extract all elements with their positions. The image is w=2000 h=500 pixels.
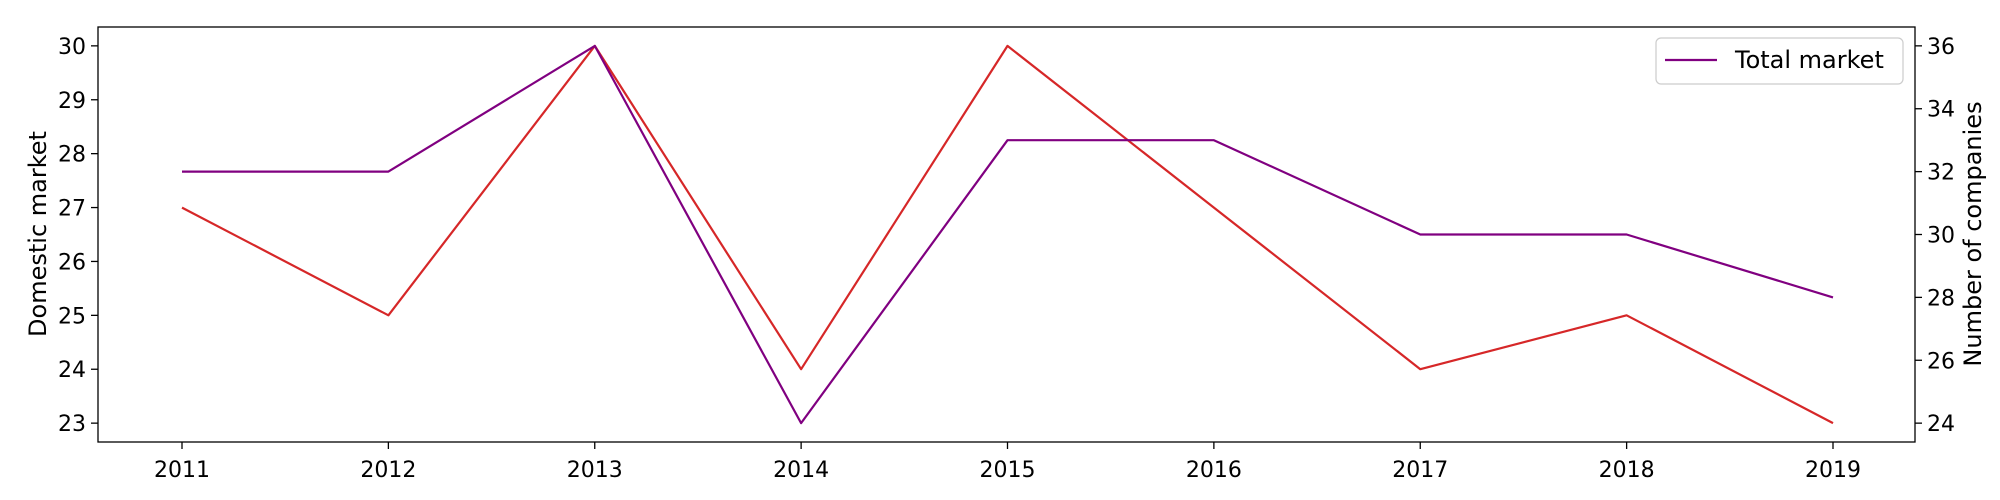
right-y-tick-label: 26 <box>1927 349 1955 374</box>
left-y-tick-label: 27 <box>58 197 86 222</box>
legend-box <box>1655 37 1904 85</box>
left-y-tick-label: 26 <box>58 250 86 275</box>
series-layer <box>181 44 1834 425</box>
x-axis: 2011 2012 2013 2014 2015 2016 2017 2018 2019 <box>154 442 1861 483</box>
right-y-tick-label: 24 <box>1927 412 1955 437</box>
x-tick-label: 2015 <box>980 458 1036 483</box>
left-y-axis: 23 24 25 26 27 28 29 30 <box>58 35 98 437</box>
right-y-tick-label: 32 <box>1927 161 1955 186</box>
right-y-tick-label: 34 <box>1927 98 1955 123</box>
x-tick-label: 2012 <box>360 458 416 483</box>
legend-label-total-market: Total market <box>1734 46 1884 74</box>
right-y-tick-label: 36 <box>1927 35 1955 60</box>
left-y-tick-label: 25 <box>58 304 86 329</box>
x-tick-label: 2019 <box>1805 458 1861 483</box>
plot-frame <box>97 26 1916 443</box>
x-tick-label: 2011 <box>154 458 210 483</box>
right-y-tick-label: 30 <box>1927 224 1955 249</box>
left-y-tick-label: 29 <box>58 89 86 114</box>
x-tick-label: 2018 <box>1599 458 1655 483</box>
x-tick-label: 2013 <box>567 458 623 483</box>
x-tick-label: 2017 <box>1392 458 1448 483</box>
left-y-tick-label: 30 <box>58 35 86 60</box>
legend: Total market <box>1655 37 1904 85</box>
left-y-tick-label: 28 <box>58 143 86 168</box>
left-y-tick-label: 24 <box>58 358 86 383</box>
series-line-domestic-market <box>181 44 1834 425</box>
left-axis-title: Domestic market <box>24 131 52 337</box>
right-axis-title: Number of companies <box>1959 101 1987 366</box>
x-tick-label: 2014 <box>773 458 829 483</box>
left-y-tick-label: 23 <box>58 412 86 437</box>
x-tick-label: 2016 <box>1186 458 1242 483</box>
right-y-tick-label: 28 <box>1927 286 1955 311</box>
series-line-total-market <box>182 44 1834 425</box>
right-y-axis: 24 26 28 30 32 34 36 <box>1915 35 1955 437</box>
